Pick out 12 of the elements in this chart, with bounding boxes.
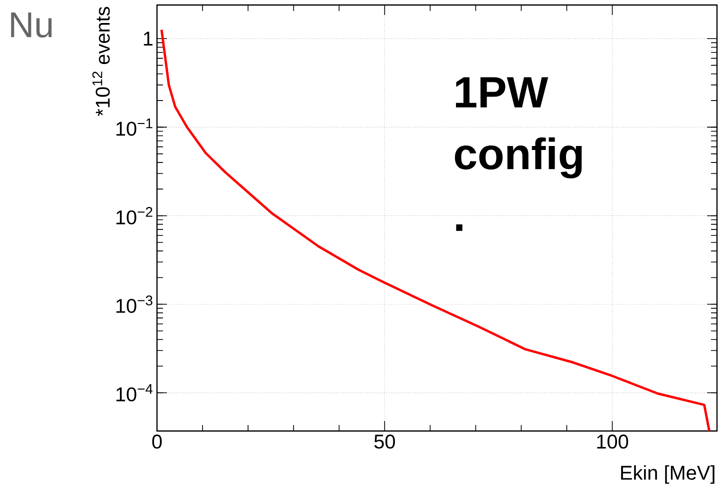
y-tick-label: 10$^{−2}$ [116,206,152,224]
y-tick-label: 10$^{−4}$ [116,384,153,402]
x-axis-title: Ekin [MeV] [621,465,714,484]
x-tick-label: 100 [597,434,628,449]
x-tick-label: 0 [152,434,162,449]
annotation: 1PW config . [454,77,582,231]
text: Nu [11,12,52,38]
y-axis-title: *10$^{12}$ events [92,6,110,116]
y-tick-label: 10$^{−1}$ [116,118,152,136]
y-tick-label: 1 [144,32,153,46]
y-tick-label: 10$^{−3}$ [116,296,152,313]
x-tick-label: 50 [374,434,395,449]
